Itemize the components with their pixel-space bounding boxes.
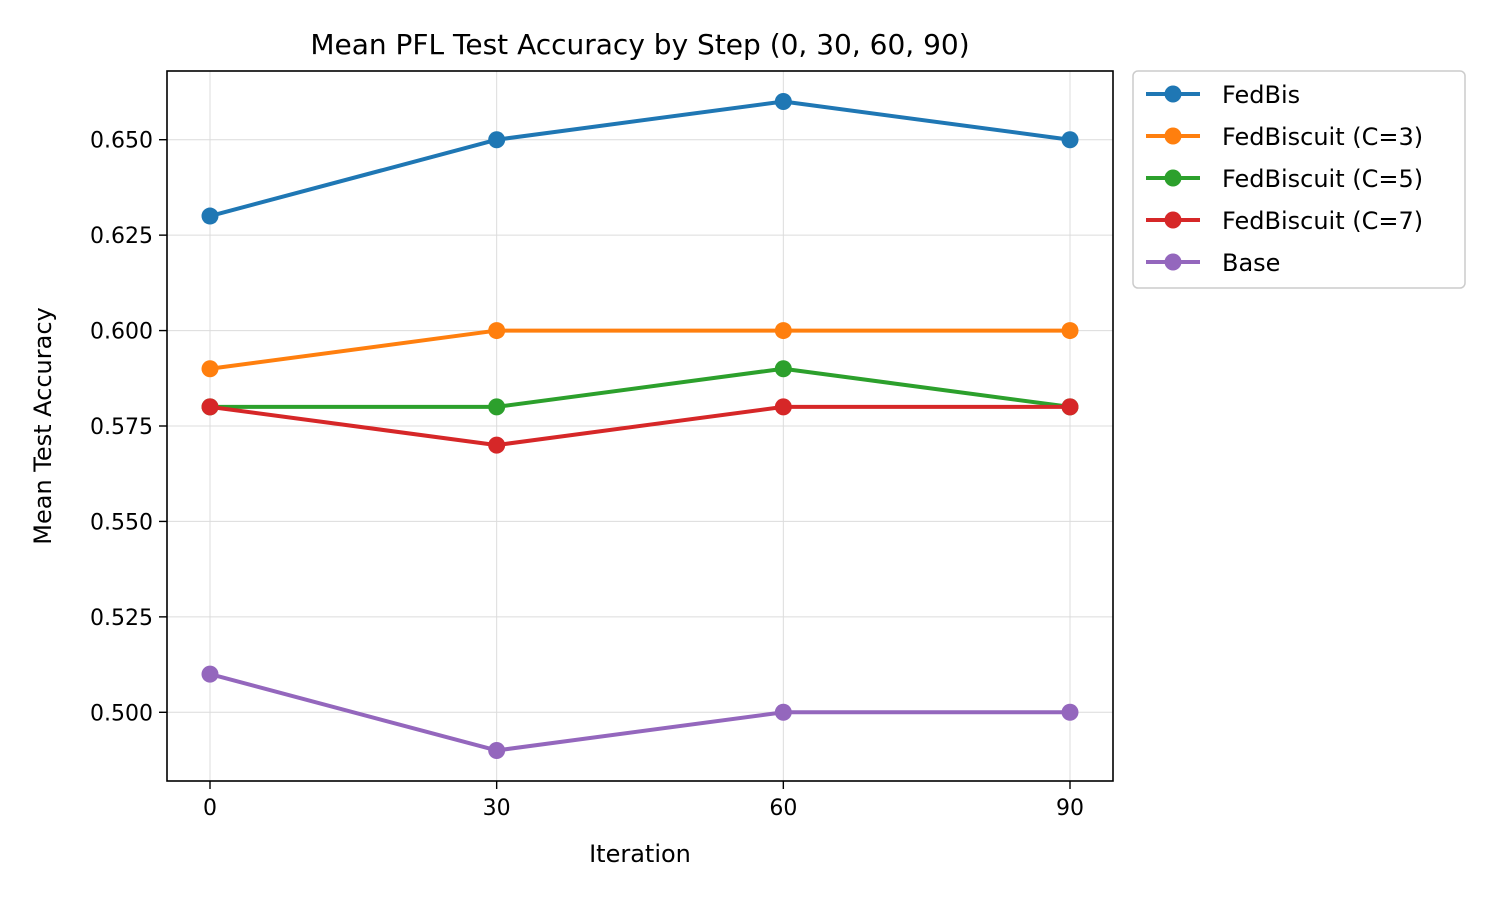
data-point: [1061, 131, 1079, 149]
x-tick-label: 0: [203, 796, 217, 821]
legend-item: Base: [1146, 249, 1280, 277]
data-point: [201, 665, 219, 683]
chart-title: Mean PFL Test Accuracy by Step (0, 30, 6…: [310, 28, 969, 61]
data-point: [201, 360, 219, 378]
legend-marker-swatch: [1164, 127, 1182, 145]
y-tick-label: 0.525: [90, 606, 153, 631]
data-point: [1061, 322, 1079, 340]
data-point: [1061, 703, 1079, 721]
y-tick-label: 0.550: [90, 510, 153, 535]
x-tick-label: 60: [769, 796, 797, 821]
legend-label: FedBis: [1222, 81, 1300, 109]
legend-box: [1132, 70, 1466, 289]
series-line: [208, 672, 1072, 753]
y-tick-label: 0.500: [90, 701, 153, 726]
legend-marker-swatch: [1164, 211, 1182, 229]
legend-item: FedBiscuit (C=7): [1146, 207, 1423, 235]
data-point: [201, 398, 219, 416]
data-point: [488, 741, 506, 759]
series-0: [201, 93, 1079, 225]
legend-label: FedBiscuit (C=5): [1222, 165, 1423, 193]
data-point: [201, 207, 219, 225]
legend-item: FedBis: [1146, 81, 1300, 109]
series-4: [201, 665, 1079, 759]
x-tick-label: 90: [1056, 796, 1084, 821]
series-line: [208, 404, 1072, 448]
legend: FedBis FedBiscuit (C=3) FedBiscuit (C=5) Fe…: [1132, 70, 1466, 289]
legend-marker-swatch: [1164, 85, 1182, 103]
x-axis-title: Iteration: [589, 840, 691, 868]
legend-label: Base: [1222, 249, 1280, 277]
y-tick-label: 0.650: [90, 129, 153, 154]
series-layer: [201, 93, 1079, 759]
data-point: [774, 360, 792, 378]
y-tick-label: 0.600: [90, 320, 153, 345]
series-3: [201, 398, 1079, 454]
legend-item: FedBiscuit (C=3): [1146, 123, 1423, 151]
legend-item: FedBiscuit (C=5): [1146, 165, 1423, 193]
data-point: [488, 131, 506, 149]
data-point: [1061, 398, 1079, 416]
legend-label: FedBiscuit (C=3): [1222, 123, 1423, 151]
x-tick-label: 30: [483, 796, 511, 821]
series-line: [208, 99, 1072, 219]
y-tick-label: 0.575: [90, 415, 153, 440]
legend-marker-swatch: [1164, 253, 1182, 271]
ticks-layer: 0 30 60 90 0.500 0.525 0.550 0.575 0.600 0.625 0.6…: [90, 129, 1084, 821]
data-point: [488, 436, 506, 454]
series-line: [208, 328, 1072, 371]
series-1: [201, 322, 1079, 378]
legend-marker-swatch: [1164, 169, 1182, 187]
legend-label: FedBiscuit (C=7): [1222, 207, 1423, 235]
data-point: [774, 703, 792, 721]
y-axis-title: Mean Test Accuracy: [29, 307, 57, 544]
y-tick-label: 0.625: [90, 224, 153, 249]
data-point: [774, 322, 792, 340]
data-point: [774, 93, 792, 111]
data-point: [488, 322, 506, 340]
data-point: [774, 398, 792, 416]
series-line: [208, 366, 1072, 409]
data-point: [488, 398, 506, 416]
